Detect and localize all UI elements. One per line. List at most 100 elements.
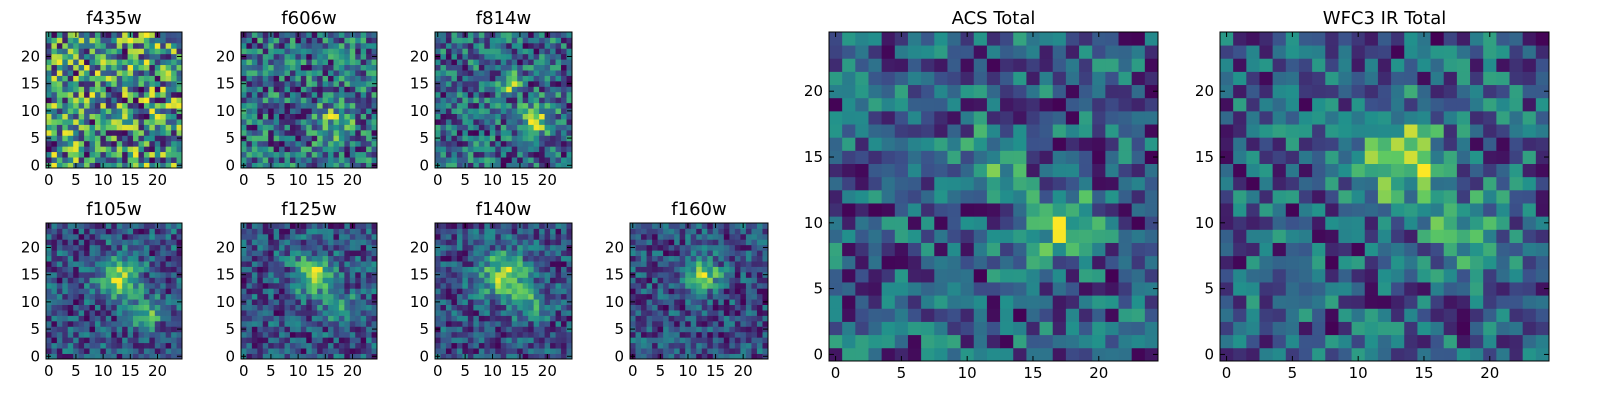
heatmap-cell — [641, 239, 647, 246]
heatmap-cell — [246, 140, 253, 147]
heatmap-cell — [734, 288, 741, 295]
heatmap-cell — [366, 353, 372, 360]
heatmap-cell — [279, 151, 285, 158]
heatmap-cell — [868, 268, 883, 283]
x-tick-label: 20 — [538, 171, 557, 189]
heatmap-cell — [690, 233, 697, 240]
heatmap-cell — [154, 288, 161, 295]
heatmap-cell — [89, 310, 96, 316]
heatmap-cell — [149, 75, 156, 82]
heatmap-cell — [56, 277, 63, 284]
heatmap-cell — [456, 32, 463, 38]
heatmap-cell — [366, 239, 372, 246]
heatmap-cell — [322, 261, 329, 267]
heatmap-cell — [344, 244, 351, 251]
heatmap-cell — [679, 293, 686, 300]
heatmap-cell — [268, 108, 275, 114]
heatmap-cell — [641, 228, 647, 235]
heatmap-cell — [268, 53, 275, 60]
heatmap-cell — [751, 244, 758, 251]
heatmap-cell — [51, 315, 58, 322]
heatmap-cell — [273, 304, 280, 311]
heatmap-cell — [528, 42, 535, 49]
heatmap-cell — [116, 320, 123, 327]
heatmap-cell — [868, 255, 883, 270]
heatmap-cell — [317, 223, 323, 229]
heatmap-cell — [317, 129, 323, 136]
heatmap-cell — [138, 282, 145, 289]
heatmap-cell — [756, 282, 763, 289]
heatmap-cell — [495, 91, 502, 98]
heatmap-cell — [284, 299, 291, 305]
heatmap-cell — [440, 70, 447, 76]
heatmap-cell — [241, 266, 247, 273]
heatmap-cell — [165, 304, 172, 311]
heatmap-cell — [268, 261, 275, 267]
heatmap-cell — [371, 59, 378, 66]
heatmap-cell — [360, 119, 367, 125]
heatmap-cell — [116, 288, 123, 295]
heatmap-cell — [160, 42, 167, 49]
heatmap-cell — [360, 59, 367, 66]
heatmap-cell — [1026, 295, 1040, 309]
heatmap-cell — [495, 146, 502, 153]
heatmap-cell — [317, 37, 323, 44]
heatmap-cell — [366, 75, 372, 82]
heatmap-cell — [500, 337, 507, 344]
heatmap-cell — [84, 80, 90, 87]
heatmap-cells — [435, 32, 573, 169]
heatmap-cell — [344, 42, 351, 49]
x-tick-label: 10 — [678, 362, 697, 380]
heatmap-cell — [1026, 163, 1040, 178]
heatmap-cell — [473, 353, 480, 360]
heatmap-cell — [311, 108, 318, 114]
heatmap-cell — [268, 37, 275, 44]
heatmap-cell — [451, 91, 458, 98]
heatmap-cell — [322, 91, 329, 98]
heatmap-cell — [371, 320, 378, 327]
heatmap-cell — [257, 146, 264, 153]
heatmap-cell — [317, 233, 323, 240]
heatmap-cell — [317, 162, 323, 169]
heatmap-cell — [462, 293, 469, 300]
heatmap-cell — [522, 304, 529, 311]
heatmap-cell — [111, 157, 118, 163]
heatmap-cell — [740, 250, 747, 257]
heatmap-cell — [478, 266, 485, 273]
heatmap-cell — [517, 146, 524, 153]
heatmap-cell — [528, 102, 535, 109]
heatmap-cell — [712, 255, 719, 262]
heatmap-cell — [100, 113, 107, 120]
heatmap-cell — [251, 293, 258, 300]
heatmap-cell — [701, 288, 708, 295]
heatmap-cell — [701, 342, 708, 349]
heatmap-cell — [440, 299, 447, 305]
heatmap-cell — [67, 129, 74, 136]
heatmap-cell — [729, 282, 736, 289]
heatmap-cell — [707, 348, 714, 354]
heatmap-cell — [51, 255, 58, 262]
heatmap-cell — [116, 304, 123, 311]
heatmap-cell — [868, 216, 883, 230]
heatmap-cell — [89, 108, 96, 114]
heatmap-cell — [489, 348, 496, 354]
heatmap-cell — [51, 233, 58, 240]
heatmap-cell — [62, 266, 69, 273]
heatmap-cell — [555, 271, 562, 278]
heatmap-cell — [133, 304, 139, 311]
heatmap-cell — [344, 233, 351, 240]
heatmap-cell — [756, 277, 763, 284]
heatmap-cell — [176, 32, 183, 38]
heatmap-cell — [133, 255, 139, 262]
heatmap-cell — [111, 342, 118, 349]
heatmap-cell — [273, 64, 280, 71]
heatmap-cell — [160, 310, 167, 316]
heatmap-cell — [679, 326, 686, 333]
heatmap-cell — [1105, 268, 1119, 283]
heatmap-cell — [257, 288, 264, 295]
heatmap-cell — [56, 162, 63, 169]
heatmap-cell — [338, 124, 345, 131]
heatmap-cell — [51, 331, 58, 338]
heatmap-cell — [495, 113, 502, 120]
heatmap-cell — [171, 80, 177, 87]
